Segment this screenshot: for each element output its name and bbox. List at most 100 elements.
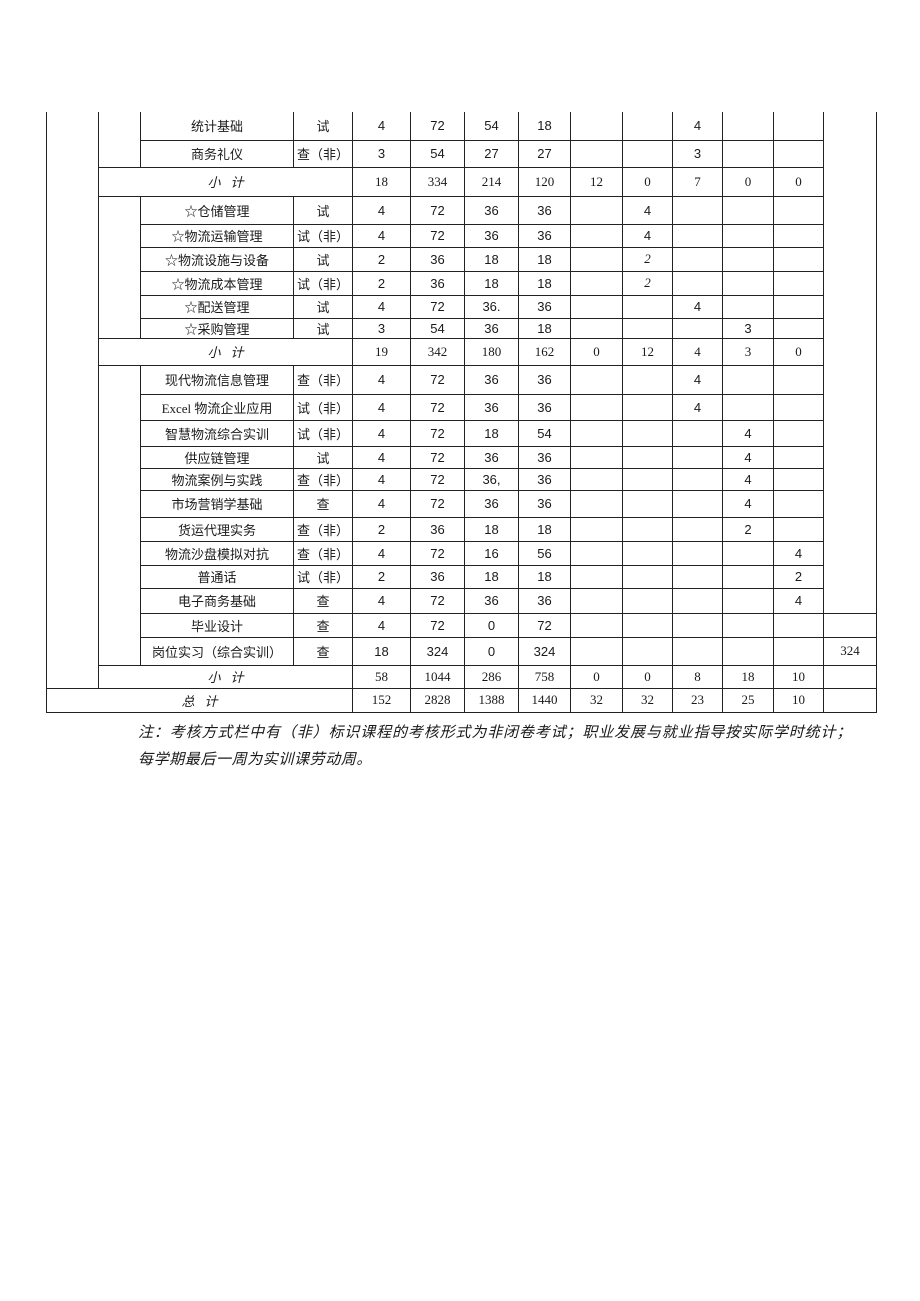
- course-name-cell: 市场营销学基础: [140, 489, 294, 518]
- value-cell: 18: [518, 516, 571, 542]
- value-cell: 3: [352, 139, 411, 168]
- summary-value-cell: 0: [773, 337, 824, 366]
- extra-column-cell: [823, 664, 877, 689]
- summary-value-cell: 0: [622, 166, 673, 197]
- value-cell: [570, 112, 623, 141]
- exam-type-cell: 试（非）: [293, 564, 353, 589]
- value-cell: 72: [518, 612, 571, 638]
- value-cell: [722, 270, 774, 296]
- summary-value-cell: 32: [622, 687, 673, 713]
- value-cell: [570, 364, 623, 395]
- curriculum-table: 统计基础试 4 72 54 18 4 商务礼仪 查（非） 3 54 27 27 3 小计 18 334 214 1…: [46, 112, 877, 713]
- table-row: ☆物流成本管理 试（非） 2 36 18 18 2: [47, 270, 877, 296]
- table-row: 市场营销学基础查 4 72 36 36 4: [47, 489, 877, 518]
- value-cell: 36: [518, 489, 571, 518]
- value-cell: 54: [464, 112, 519, 141]
- value-cell: 4: [622, 223, 673, 248]
- value-cell: 4: [672, 112, 723, 141]
- value-cell: [773, 246, 824, 272]
- exam-type-cell: 试: [293, 195, 353, 225]
- value-cell: [672, 587, 723, 614]
- summary-value-cell: 152: [352, 687, 411, 713]
- summary-value-cell: 758: [518, 664, 571, 689]
- value-cell: [773, 195, 824, 225]
- value-cell: 4: [672, 294, 723, 319]
- value-cell: 36: [518, 195, 571, 225]
- course-name-cell: Excel 物流企业应用: [140, 393, 294, 421]
- value-cell: 36: [518, 223, 571, 248]
- value-cell: [773, 270, 824, 296]
- value-cell: [672, 564, 723, 589]
- value-cell: [622, 516, 673, 542]
- summary-value-cell: 0: [570, 664, 623, 689]
- course-name-cell: 商务礼仪: [140, 139, 294, 168]
- value-cell: [773, 223, 824, 248]
- value-cell: [570, 564, 623, 589]
- value-cell: [672, 636, 723, 666]
- group-column-cell: [98, 195, 141, 339]
- value-cell: [773, 516, 824, 542]
- value-cell: [773, 317, 824, 339]
- value-cell: 4: [352, 540, 411, 566]
- value-cell: 16: [464, 540, 519, 566]
- value-cell: 36: [410, 564, 465, 589]
- table-row: 普通话 试（非） 2 36 18 18 2: [47, 564, 877, 589]
- value-cell: 36: [464, 393, 519, 421]
- course-name-cell: 普通话: [140, 564, 294, 589]
- value-cell: 36: [464, 445, 519, 469]
- value-cell: 4: [352, 489, 411, 518]
- value-cell: 54: [518, 419, 571, 447]
- value-cell: 54: [410, 139, 465, 168]
- summary-value-cell: 0: [722, 166, 774, 197]
- table-row: ☆仓储管理试 4 72 36 36 4: [47, 195, 877, 339]
- value-cell: 2: [352, 246, 411, 272]
- course-name-cell: ☆配送管理: [140, 294, 294, 319]
- value-cell: 4: [352, 419, 411, 447]
- summary-value-cell: 32: [570, 687, 623, 713]
- value-cell: 4: [352, 294, 411, 319]
- value-cell: 72: [410, 195, 465, 225]
- value-cell: 36: [518, 467, 571, 491]
- value-cell: 36,: [464, 467, 519, 491]
- value-cell: 56: [518, 540, 571, 566]
- value-cell: 36: [518, 587, 571, 614]
- course-name-cell: ☆仓储管理: [140, 195, 294, 225]
- value-cell: 72: [410, 445, 465, 469]
- value-cell: [722, 294, 774, 319]
- value-cell: [773, 294, 824, 319]
- extra-column-merged-cell: [823, 112, 877, 614]
- value-cell: [622, 393, 673, 421]
- value-cell: [722, 540, 774, 566]
- course-name-cell: 现代物流信息管理: [140, 364, 294, 395]
- value-cell: 324: [410, 636, 465, 666]
- table-row: 物流沙盘模拟对抗 查（非） 4 72 16 56 4: [47, 540, 877, 566]
- table-row: 毕业设计查 4 72 0 72: [47, 612, 877, 638]
- subtotal-label: 小计: [98, 337, 353, 366]
- extra-column-value-cell: 324: [823, 636, 877, 666]
- value-cell: [672, 223, 723, 248]
- value-cell: [773, 612, 824, 638]
- value-cell: 36: [518, 294, 571, 319]
- value-cell: 4: [722, 445, 774, 469]
- value-cell: [570, 294, 623, 319]
- category-column-cell: [46, 112, 99, 689]
- summary-value-cell: 8: [672, 664, 723, 689]
- extra-column-cell: [823, 687, 877, 713]
- course-name-cell: 岗位实习（综合实训）: [140, 636, 294, 666]
- exam-type-cell: 查: [293, 587, 353, 614]
- exam-type-cell: 试（非）: [293, 393, 353, 421]
- value-cell: 18: [464, 564, 519, 589]
- value-cell: 72: [410, 612, 465, 638]
- value-cell: 4: [352, 587, 411, 614]
- table-row: 智慧物流综合实训 试（非） 4 72 18 54 4: [47, 419, 877, 447]
- value-cell: 4: [352, 195, 411, 225]
- value-cell: 36: [464, 195, 519, 225]
- course-name-cell: 统计基础: [140, 112, 294, 141]
- value-cell: 18: [518, 112, 571, 141]
- value-cell: [672, 195, 723, 225]
- value-cell: 18: [518, 270, 571, 296]
- value-cell: [722, 223, 774, 248]
- group-column-cell: [98, 112, 141, 168]
- summary-value-cell: 0: [773, 166, 824, 197]
- summary-value-cell: 58: [352, 664, 411, 689]
